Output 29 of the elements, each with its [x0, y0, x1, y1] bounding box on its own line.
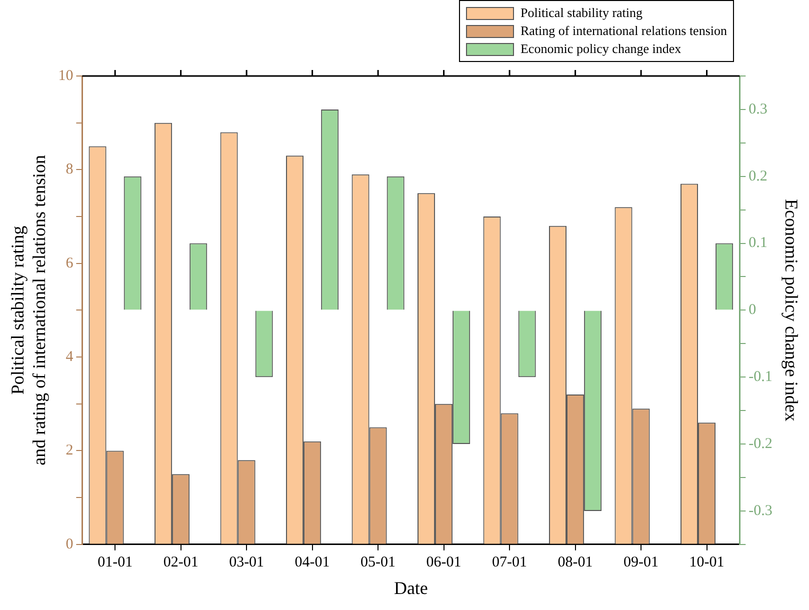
y-tick-label: 6 — [66, 255, 74, 272]
y2-tick-label: -0.2 — [748, 436, 772, 452]
y-tick-label: 2 — [66, 442, 74, 459]
x-tick-label: 08-01 — [558, 554, 593, 570]
legend-label: Economic policy change index — [520, 40, 682, 58]
x-tick-label: 07-01 — [492, 554, 528, 570]
x-tick-label: 01-01 — [98, 554, 133, 570]
y2-tick-label: -0.1 — [748, 369, 772, 386]
x-tick-label: 02-01 — [163, 554, 198, 570]
legend-label: Political stability rating — [520, 4, 643, 22]
y2-tick-label: 0.1 — [748, 235, 768, 252]
y-tick-label: 4 — [66, 348, 74, 365]
x-axis-title: Date — [394, 578, 428, 598]
y2-tick-label: 0 — [748, 302, 756, 318]
legend-label: Rating of international relations tension — [520, 22, 727, 40]
y2-tick-label: 0.2 — [748, 168, 768, 184]
x-tick-label: 03-01 — [229, 554, 264, 570]
x-tick-label: 04-01 — [294, 554, 330, 570]
x-tick-label: 05-01 — [360, 554, 396, 570]
y2-axis-title: Economic policy change index — [781, 198, 802, 422]
x-tick-label: 10-01 — [689, 554, 724, 570]
y-tick-label: 8 — [66, 162, 74, 178]
x-tick-label: 06-01 — [426, 554, 462, 570]
y2-tick-label: 0.3 — [748, 101, 768, 118]
y-tick-label: 0 — [66, 536, 74, 552]
x-tick-label: 09-01 — [624, 554, 659, 570]
y-tick-label: 10 — [58, 68, 74, 84]
y2-tick-label: -0.3 — [748, 502, 772, 519]
y-axis-title: Political stability rating and rating of international relations tension — [8, 154, 50, 466]
